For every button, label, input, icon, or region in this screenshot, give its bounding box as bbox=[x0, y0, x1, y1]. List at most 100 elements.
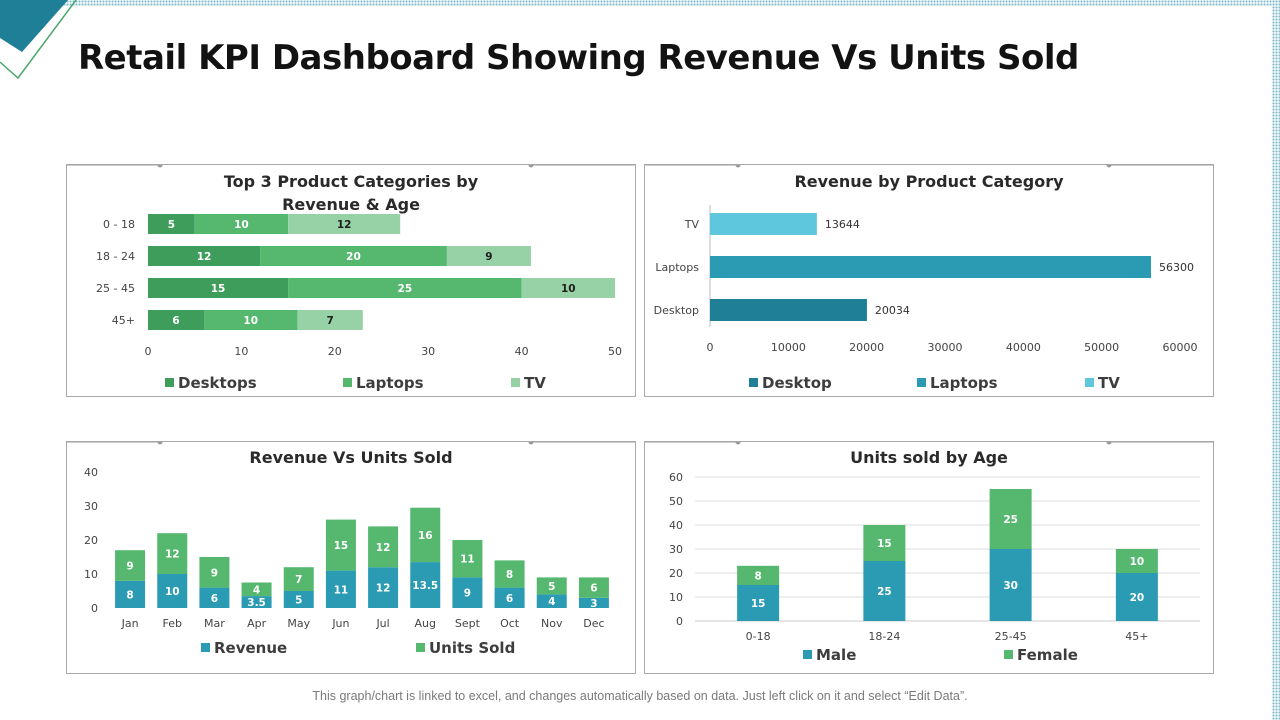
y-tick-label: 10 bbox=[669, 591, 683, 604]
bar-revenue-aug bbox=[410, 562, 441, 608]
bar-revenue-jan bbox=[115, 580, 146, 608]
data-label-desktops-0-18: 5 bbox=[168, 219, 175, 231]
bar-revenue-feb bbox=[157, 574, 188, 608]
panel-header-dot-right bbox=[528, 442, 534, 445]
data-label-tv: 13644 bbox=[825, 218, 860, 231]
legend-label-tv: TV bbox=[524, 374, 546, 392]
bar-tv-25-45 bbox=[521, 278, 615, 298]
data-label-revenue-jun: 11 bbox=[334, 584, 349, 596]
category-label-sept: Sept bbox=[455, 617, 481, 630]
data-label-desktop: 20034 bbox=[875, 304, 910, 317]
category-label-0-18: 0-18 bbox=[746, 630, 771, 643]
footer-note: This graph/chart is linked to excel, and… bbox=[312, 689, 968, 703]
right-dotted-border bbox=[1272, 0, 1280, 720]
category-label-tv: TV bbox=[684, 218, 700, 231]
data-label-desktops-45: 6 bbox=[172, 315, 179, 327]
data-label-laptops-45: 10 bbox=[243, 315, 258, 327]
chart-title-line-2: Revenue & Age bbox=[282, 195, 420, 214]
legend-label-female: Female bbox=[1017, 646, 1078, 664]
category-label-jul: Jul bbox=[375, 617, 389, 630]
legend-swatch-revenue bbox=[201, 643, 210, 652]
bar-laptops-18-24 bbox=[260, 246, 447, 266]
category-label-oct: Oct bbox=[500, 617, 520, 630]
category-label-dec: Dec bbox=[583, 617, 604, 630]
legend-swatch-female bbox=[1004, 650, 1013, 659]
x-tick-label: 0 bbox=[707, 341, 714, 354]
legend-swatch-tv bbox=[1085, 378, 1094, 387]
x-tick-label: 60000 bbox=[1163, 341, 1198, 354]
chart-title: Units sold by Age bbox=[850, 448, 1008, 467]
bar-units-sold-dec bbox=[578, 577, 609, 598]
x-tick-label: 40 bbox=[515, 345, 529, 358]
bar-units-sold-sept bbox=[452, 540, 483, 578]
legend-label-desktops: Desktops bbox=[178, 374, 257, 392]
data-label-revenue-apr: 3.5 bbox=[247, 597, 266, 609]
category-label-45: 45+ bbox=[112, 314, 135, 327]
data-label-units-sold-apr: 4 bbox=[253, 584, 260, 596]
category-label-desktop: Desktop bbox=[654, 304, 699, 317]
bar-revenue-mar bbox=[199, 587, 230, 608]
bar-units-sold-may bbox=[283, 567, 314, 591]
chart-title-line-1: Top 3 Product Categories by bbox=[224, 172, 479, 191]
data-label-units-sold-sept: 11 bbox=[460, 554, 475, 566]
category-label-18-24: 18-24 bbox=[868, 630, 900, 643]
data-label-revenue-nov: 4 bbox=[548, 596, 555, 608]
panel-header-dot-right bbox=[1106, 442, 1112, 445]
legend-swatch-desktop bbox=[749, 378, 758, 387]
chart-revenue-by-category[interactable]: Revenue by Product Category TV 13644 Laptop… bbox=[645, 165, 1213, 396]
bar-revenue-nov bbox=[536, 594, 567, 608]
data-label-laptops-0-18: 10 bbox=[234, 219, 249, 231]
bar-male-18-24 bbox=[863, 561, 906, 621]
panel-header-dot-left bbox=[735, 165, 741, 168]
bar-units-sold-jan bbox=[115, 550, 146, 581]
category-label-laptops: Laptops bbox=[655, 261, 699, 274]
bar-units-sold-nov bbox=[536, 577, 567, 595]
data-label-revenue-sept: 9 bbox=[464, 588, 471, 600]
bar-revenue-oct bbox=[494, 587, 525, 608]
data-label-revenue-oct: 6 bbox=[506, 593, 513, 605]
corner-decoration bbox=[0, 0, 77, 80]
panel-top-categories: Top 3 Product Categories by Revenue & Age… bbox=[66, 164, 636, 397]
data-label-desktops-18-24: 12 bbox=[197, 251, 212, 263]
legend-swatch-desktops bbox=[165, 378, 174, 387]
bar-desktops-45 bbox=[148, 310, 205, 330]
data-label-units-sold-aug: 16 bbox=[418, 530, 433, 542]
category-label-aug: Aug bbox=[415, 617, 436, 630]
legend-label-revenue: Revenue bbox=[214, 639, 287, 657]
bar-units-sold-oct bbox=[494, 560, 525, 588]
x-tick-label: 10000 bbox=[771, 341, 806, 354]
data-label-units-sold-jun: 15 bbox=[334, 540, 349, 552]
legend-swatch-laptops bbox=[917, 378, 926, 387]
data-label-female-45: 10 bbox=[1130, 556, 1145, 568]
bar-laptops-25-45 bbox=[288, 278, 522, 298]
panel-header-dot-left bbox=[157, 165, 163, 168]
bar-male-45 bbox=[1115, 573, 1158, 621]
chart-revenue-vs-units[interactable]: Revenue Vs Units Sold 0 10 20 30 40 8 9 Jan 10 12 F… bbox=[67, 442, 635, 673]
bar-female-45 bbox=[1115, 549, 1158, 573]
panel-header-dot-left bbox=[157, 442, 163, 445]
data-label-revenue-aug: 13.5 bbox=[412, 580, 438, 592]
category-label-may: May bbox=[287, 617, 310, 630]
y-tick-label: 30 bbox=[669, 543, 683, 556]
chart-top-categories[interactable]: Top 3 Product Categories by Revenue & Age… bbox=[67, 165, 635, 396]
y-tick-label: 50 bbox=[669, 495, 683, 508]
x-tick-label: 50 bbox=[608, 345, 622, 358]
panel-header-dot-right bbox=[528, 165, 534, 168]
data-label-revenue-dec: 3 bbox=[590, 598, 597, 610]
category-label-mar: Mar bbox=[204, 617, 225, 630]
data-label-units-sold-may: 7 bbox=[295, 574, 302, 586]
data-label-laptops-18-24: 20 bbox=[346, 251, 361, 263]
category-label-jun: Jun bbox=[331, 617, 349, 630]
data-label-male-18-24: 25 bbox=[877, 586, 892, 598]
category-label-feb: Feb bbox=[163, 617, 182, 630]
bar-female-18-24 bbox=[863, 525, 906, 561]
y-tick-label: 60 bbox=[669, 471, 683, 484]
data-label-units-sold-feb: 12 bbox=[165, 549, 180, 561]
bar-laptops-45 bbox=[204, 310, 298, 330]
data-label-tv-18-24: 9 bbox=[485, 251, 492, 263]
data-label-laptops: 56300 bbox=[1159, 261, 1194, 274]
x-tick-label: 10 bbox=[234, 345, 248, 358]
chart-units-by-age[interactable]: Units sold by Age 0 10 20 30 40 50 60 15 8 0-18 25 1… bbox=[645, 442, 1213, 673]
legend-label-laptops: Laptops bbox=[930, 374, 998, 392]
category-label-25-45: 25 - 45 bbox=[96, 282, 135, 295]
